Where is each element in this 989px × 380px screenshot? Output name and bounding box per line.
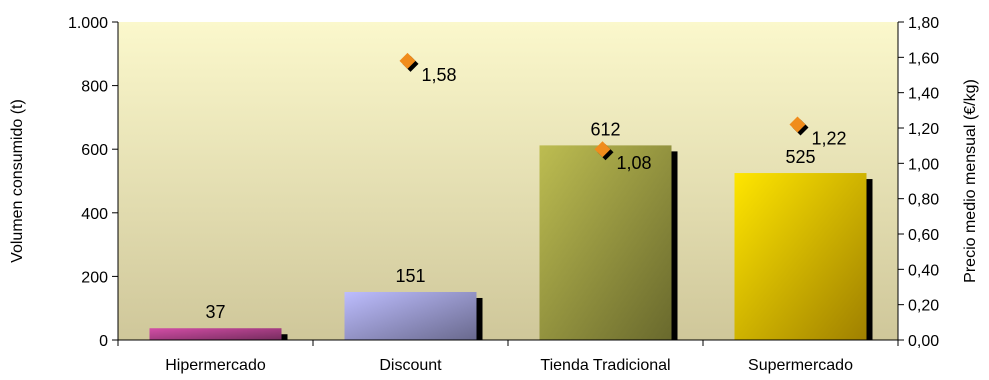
price-marker <box>789 116 806 133</box>
price-marker <box>594 141 611 158</box>
x-category-label: Hipermercado <box>165 357 266 374</box>
y-tick-label: 600 <box>81 142 108 159</box>
bar-value-label: 612 <box>590 119 620 139</box>
y2-tick-label: 0,20 <box>908 298 939 315</box>
price-value-label: 1,58 <box>422 65 457 85</box>
price-value-label: 1,08 <box>617 153 652 173</box>
x-category-label: Tienda Tradicional <box>540 357 670 374</box>
y-tick-label: 400 <box>81 206 108 223</box>
price-marker <box>399 52 416 69</box>
bar-value-label: 151 <box>395 266 425 286</box>
bar-shadow <box>866 179 873 340</box>
bar-discount <box>344 291 477 340</box>
y2-tick-label: 1,60 <box>908 50 939 67</box>
y2-axis-title: Precio medio mensual (€/kg) <box>962 79 979 283</box>
x-category-label: Discount <box>379 357 442 374</box>
y2-tick-label: 1,80 <box>908 15 939 32</box>
bar-supermercado <box>734 173 867 340</box>
y2-tick-label: 0,00 <box>908 333 939 350</box>
y2-tick-label: 1,20 <box>908 121 939 138</box>
y-tick-label: 200 <box>81 269 108 286</box>
bar-value-label: 37 <box>205 302 225 322</box>
bar-shadow <box>671 151 678 340</box>
y-tick-label: 800 <box>81 79 108 96</box>
bar-hipermercado <box>149 328 282 340</box>
price-value-label: 1,22 <box>812 128 847 148</box>
x-category-label: Supermercado <box>748 357 853 374</box>
y2-tick-label: 0,40 <box>908 262 939 279</box>
y-axis-title: Volumen consumido (t) <box>9 99 26 263</box>
y2-tick-label: 0,60 <box>908 227 939 244</box>
y2-tick-label: 1,00 <box>908 156 939 173</box>
y-tick-label: 0 <box>99 333 108 350</box>
y2-tick-label: 1,40 <box>908 86 939 103</box>
bar-tienda-tradicional <box>539 145 672 340</box>
bar-value-label: 525 <box>785 147 815 167</box>
y2-tick-label: 0,80 <box>908 192 939 209</box>
bar-shadow <box>476 297 483 340</box>
bar-shadow <box>281 334 288 340</box>
y-tick-label: 1.000 <box>68 15 108 32</box>
